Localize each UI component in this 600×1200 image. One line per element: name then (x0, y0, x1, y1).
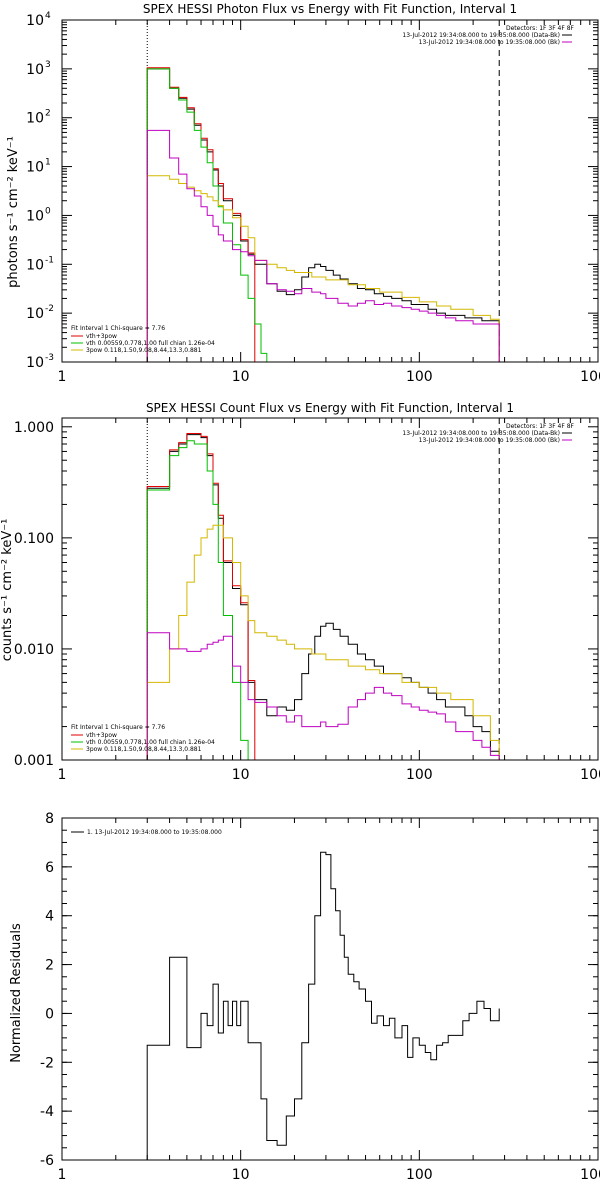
photon-data-bk-label: 13-Jul-2012 19:34:08.000 to 19:35:08.000… (402, 32, 560, 39)
count-fit-vth-label: vth 0.00559,0.778,1.00 full chian 1.26e-… (86, 739, 215, 746)
photon-ytick-label: 10 (26, 13, 44, 29)
residuals-panel: Normalized Residuals -6 -4 -2 0 2 4 6 8 1 10 100 1… (9, 811, 600, 1183)
residuals-ylabel: Normalized Residuals (9, 923, 24, 1063)
residuals-ytick-label: -4 (40, 1104, 54, 1120)
count-flux-ylabel: counts s⁻¹ cm⁻² keV⁻¹ (0, 519, 15, 662)
count-bk-label: 13-Jul-2012 19:34:08.000 to 19:35:08.000… (419, 437, 560, 444)
residuals-xtick-label: 1000 (580, 1167, 600, 1183)
count-series-13-jul-2012-19-34-08-000-to-19-35-08-000-bk (146, 632, 500, 760)
photon-fit-vth-label: vth 0.00559,0.778,1.00 full chian 1.26e-… (86, 340, 215, 347)
residuals-legend-label: 1. 13-Jul-2012 19:34:08.000 to 19:35:08.… (87, 829, 222, 836)
count-series-vth-3pow (146, 433, 256, 760)
residuals-ytick-label: 8 (45, 811, 54, 827)
count-ytick-label: 1.000 (14, 420, 54, 436)
photon-bk-label: 13-Jul-2012 19:34:08.000 to 19:35:08.000… (419, 39, 560, 46)
count-ytick-label: 0.100 (14, 531, 54, 547)
count-ytick-label: 0.010 (14, 642, 54, 658)
residuals-frame (61, 817, 599, 1161)
photon-fit-interval-label: Fit Interval 1 Chi-square = 7.76 (71, 325, 165, 332)
photon-ytick-exponent: 0 (45, 206, 51, 216)
photon-ytick-label: 10 (26, 62, 44, 78)
residuals-ytick-label: 6 (45, 860, 54, 876)
residuals-ytick-label: 2 (45, 958, 54, 974)
photon-ytick-exponent: 1 (45, 158, 51, 168)
residuals-xtick-label: 10 (232, 1167, 250, 1183)
photon-ytick-exponent: -3 (45, 353, 54, 363)
photon-ytick-label: 10 (26, 355, 44, 371)
count-xtick-label: 1 (58, 767, 67, 783)
photon-fit-3pow-label: 3pow 0.118,1.50,9.08,8.44,13.3,0.881 (86, 347, 202, 354)
photon-ytick-label: 10 (26, 306, 44, 322)
photon-flux-frame (61, 19, 599, 363)
photon-xtick-label: 1000 (580, 369, 600, 385)
photon-xtick-label: 100 (406, 369, 433, 385)
count-series-3pow-0-118-1-50-9-08-8-44-13-3-0-881 (146, 524, 500, 760)
photon-flux-panel: SPEX HESSI Photon Flux vs Energy with Fi… (6, 2, 600, 385)
count-data-bk-label: 13-Jul-2012 19:34:08.000 to 19:35:08.000… (402, 430, 560, 437)
photon-xtick-label: 10 (232, 369, 250, 385)
photon-flux-title: SPEX HESSI Photon Flux vs Energy with Fi… (143, 2, 517, 16)
photon-ytick-label: 10 (26, 257, 44, 273)
photon-ytick-exponent: -1 (45, 255, 54, 265)
photon-ytick-exponent: 2 (45, 109, 51, 119)
count-xtick-label: 10 (232, 767, 250, 783)
count-flux-title: SPEX HESSI Count Flux vs Energy with Fit… (146, 401, 514, 415)
photon-ytick-exponent: 3 (45, 60, 51, 70)
residuals-ytick-label: 4 (45, 909, 54, 925)
count-xtick-label: 1000 (580, 767, 600, 783)
photon-series-vth-0-00559-0-778-1-00-full-chian-1-26e-04 (146, 68, 268, 362)
residuals-series-1-13-jul-2012-19-34-08-000-to-19-35-08-000 (146, 851, 500, 1160)
count-series-vth-0-00559-0-778-1-00-full-chian-1-26e-04 (146, 440, 249, 760)
photon-xtick-label: 1 (58, 369, 67, 385)
photon-ytick-label: 10 (26, 160, 44, 176)
photon-flux-ylabel: photons s⁻¹ cm⁻² keV⁻¹ (6, 136, 21, 288)
count-fit-total-label: vth+3pow (86, 732, 117, 739)
count-fit-3pow-label: 3pow 0.118,1.50,9.08,8.44,13.3,0.881 (86, 746, 202, 753)
photon-ytick-exponent: 4 (45, 11, 51, 21)
count-flux-frame (61, 417, 599, 761)
count-fit-interval-label: Fit Interval 1 Chi-square = 7.76 (71, 724, 165, 731)
residuals-ytick-label: -2 (40, 1055, 54, 1071)
residuals-xtick-label: 100 (406, 1167, 433, 1183)
count-flux-panel: SPEX HESSI Count Flux vs Energy with Fit… (0, 401, 600, 783)
photon-series-3pow-0-118-1-50-9-08-8-44-13-3-0-881 (146, 175, 500, 362)
photon-ytick-label: 10 (26, 111, 44, 127)
photon-ytick-exponent: -2 (45, 304, 54, 314)
residuals-xtick-label: 1 (58, 1167, 67, 1183)
residuals-ytick-label: -6 (40, 1153, 54, 1169)
count-ytick-label: 0.001 (14, 753, 54, 769)
photon-fit-total-label: vth+3pow (86, 333, 117, 340)
residuals-ytick-label: 0 (45, 1006, 54, 1022)
count-detectors-label: Detectors: 1F 3F 4F 8F (506, 423, 575, 430)
photon-ytick-label: 10 (26, 208, 44, 224)
count-xtick-label: 100 (406, 767, 433, 783)
count-series-13-jul-2012-19-34-08-000-to-19-35-08-000-data-bk (146, 434, 500, 760)
photon-detectors-label: Detectors: 1F 3F 4F 8F (506, 25, 575, 32)
photon-series-13-jul-2012-19-34-08-000-to-19-35-08-000-bk (146, 129, 500, 362)
